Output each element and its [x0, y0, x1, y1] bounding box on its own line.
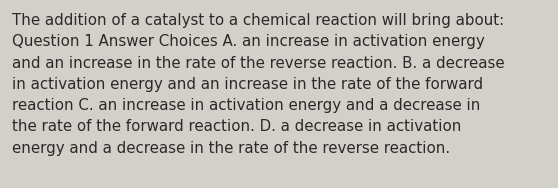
Text: The addition of a catalyst to a chemical reaction will bring about:
Question 1 A: The addition of a catalyst to a chemical… — [12, 13, 505, 156]
